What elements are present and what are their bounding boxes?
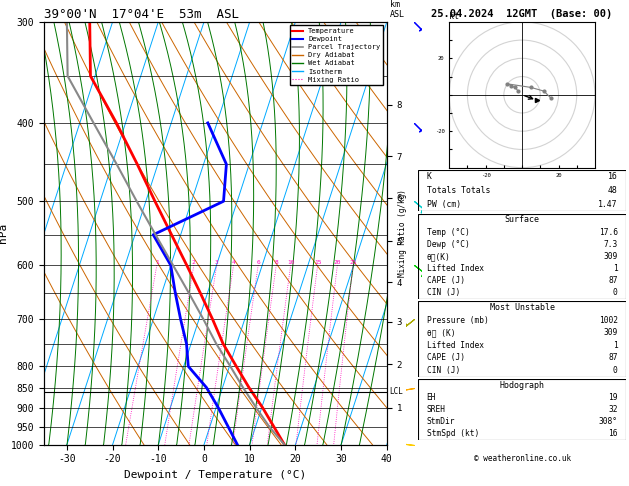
Text: 87: 87 [608,276,618,285]
Text: kt: kt [449,12,459,21]
Text: 1.47: 1.47 [598,200,618,209]
Text: 48: 48 [608,186,618,195]
Text: 1: 1 [613,341,618,350]
Text: EH: EH [426,393,436,402]
Text: StmDir: StmDir [426,417,455,426]
Text: 1: 1 [613,264,618,273]
Text: 1002: 1002 [599,315,618,325]
Text: 0: 0 [613,288,618,297]
Text: 25.04.2024  12GMT  (Base: 00): 25.04.2024 12GMT (Base: 00) [431,9,613,19]
Text: 87: 87 [608,353,618,363]
Text: PW (cm): PW (cm) [426,200,460,209]
Text: 308°: 308° [599,417,618,426]
Text: 2: 2 [192,260,196,265]
Text: CAPE (J): CAPE (J) [426,353,465,363]
Y-axis label: hPa: hPa [0,223,8,243]
Text: CAPE (J): CAPE (J) [426,276,465,285]
Text: Surface: Surface [504,215,540,225]
Text: Most Unstable: Most Unstable [489,303,555,312]
Text: 7.3: 7.3 [603,240,618,249]
Text: Pressure (mb): Pressure (mb) [426,315,488,325]
Text: Temp (°C): Temp (°C) [426,227,469,237]
Text: Lifted Index: Lifted Index [426,264,484,273]
Text: 32: 32 [608,405,618,414]
Text: 19: 19 [608,393,618,402]
Text: 16: 16 [608,429,618,438]
Text: LCL: LCL [389,387,403,396]
Text: CIN (J): CIN (J) [426,288,460,297]
Text: Dewp (°C): Dewp (°C) [426,240,469,249]
Text: θᴄ (K): θᴄ (K) [426,328,455,337]
Text: 39°00'N  17°04'E  53m  ASL: 39°00'N 17°04'E 53m ASL [44,8,239,21]
Text: 16: 16 [608,173,618,181]
Legend: Temperature, Dewpoint, Parcel Trajectory, Dry Adiabat, Wet Adiabat, Isotherm, Mi: Temperature, Dewpoint, Parcel Trajectory… [289,25,383,86]
Text: 10: 10 [287,260,294,265]
Text: Lifted Index: Lifted Index [426,341,484,350]
Text: 3: 3 [215,260,219,265]
Text: 0: 0 [613,366,618,375]
Text: 4: 4 [231,260,235,265]
Text: km
ASL: km ASL [390,0,405,19]
Text: Mixing Ratio (g/kg): Mixing Ratio (g/kg) [398,190,407,277]
Text: 15: 15 [314,260,321,265]
Text: θᴄ(K): θᴄ(K) [426,252,450,261]
Text: Totals Totals: Totals Totals [426,186,490,195]
Text: 1: 1 [155,260,159,265]
Text: Hodograph: Hodograph [499,381,545,390]
Text: 6: 6 [256,260,260,265]
Text: StmSpd (kt): StmSpd (kt) [426,429,479,438]
Text: CIN (J): CIN (J) [426,366,460,375]
Text: 20: 20 [333,260,341,265]
Text: 309: 309 [603,252,618,261]
X-axis label: Dewpoint / Temperature (°C): Dewpoint / Temperature (°C) [125,470,306,480]
Text: 8: 8 [274,260,278,265]
Text: 25: 25 [349,260,357,265]
Text: K: K [426,173,431,181]
Text: © weatheronline.co.uk: © weatheronline.co.uk [474,454,571,464]
Text: 309: 309 [603,328,618,337]
Text: 17.6: 17.6 [599,227,618,237]
Text: SREH: SREH [426,405,445,414]
